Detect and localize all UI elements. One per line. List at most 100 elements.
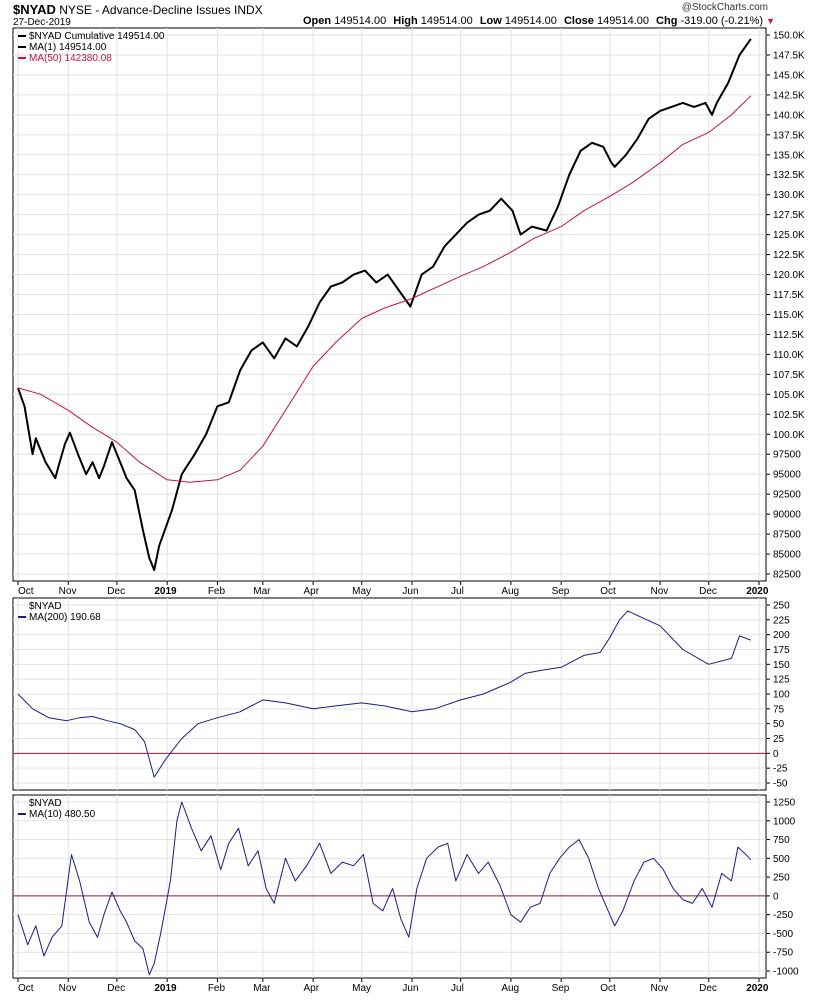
- x-tick-label: May: [352, 586, 371, 597]
- y-tick-label: 127.5K: [773, 210, 805, 221]
- y-tick-label: 200: [773, 630, 790, 641]
- y-tick-label: 82500: [773, 570, 801, 581]
- y-tick-label: 50: [773, 719, 785, 730]
- date-label: 27-Dec-2019: [13, 17, 71, 28]
- y-tick-label: 0: [773, 891, 779, 902]
- x-tick-label: May: [352, 983, 371, 994]
- y-tick-label: 110.0K: [773, 350, 804, 361]
- y-tick-label: -25: [773, 764, 788, 775]
- y-tick-label: 142.5K: [773, 90, 805, 101]
- x-tick-label: Oct: [600, 983, 616, 994]
- x-tick-label: 2020: [746, 983, 769, 994]
- y-tick-label: -250: [773, 910, 793, 921]
- y-tick-label: 105.0K: [773, 390, 805, 401]
- y-tick-label: -750: [773, 948, 793, 959]
- x-tick-label: Jun: [402, 586, 418, 597]
- y-tick-label: 750: [773, 835, 790, 846]
- y-tick-label: 145.0K: [773, 70, 805, 81]
- watermark: @StockCharts.com: [681, 2, 768, 13]
- y-tick-label: 120.0K: [773, 270, 805, 281]
- y-tick-label: 90000: [773, 510, 801, 521]
- x-tick-label: Jul: [451, 983, 464, 994]
- legend-label-main-0: $NYAD Cumulative 149514.00: [29, 31, 165, 42]
- x-tick-label: 2019: [154, 983, 177, 994]
- close-value: 149514.00: [596, 15, 649, 27]
- y-tick-label: 97500: [773, 450, 801, 461]
- y-tick-label: 140.0K: [773, 110, 805, 121]
- y-tick-label: 85000: [773, 550, 801, 561]
- open-label: Open: [303, 15, 332, 27]
- y-tick-label: 150: [773, 660, 790, 671]
- y-tick-label: 25: [773, 734, 785, 745]
- y-tick-label: 132.5K: [773, 170, 805, 181]
- y-tick-label: 87500: [773, 530, 801, 541]
- x-tick-label: Feb: [208, 586, 226, 597]
- x-tick-label: Oct: [18, 586, 34, 597]
- high-label: High: [393, 15, 418, 27]
- low-value: 149514.00: [504, 15, 557, 27]
- x-tick-label: Dec: [699, 586, 717, 597]
- series-line-main-0: [17, 38, 752, 571]
- y-tick-label: 1000: [773, 816, 796, 827]
- y-tick-label: 137.5K: [773, 130, 805, 141]
- series-line-middle-0: [17, 610, 752, 778]
- series-line-bottom-0: [17, 801, 752, 976]
- y-tick-label: 250: [773, 601, 790, 612]
- y-tick-label: 75: [773, 704, 785, 715]
- y-tick-label: 175: [773, 645, 790, 656]
- y-tick-label: 150.0K: [773, 31, 805, 42]
- x-tick-label: Sep: [552, 586, 570, 597]
- x-tick-label: Nov: [59, 586, 77, 597]
- y-tick-label: 107.5K: [773, 370, 805, 381]
- legend-label-middle-1: MA(200) 190.68: [29, 612, 101, 623]
- y-tick-label: 92500: [773, 490, 801, 501]
- y-tick-label: -50: [773, 779, 788, 790]
- x-tick-label: Jun: [402, 983, 418, 994]
- exchange: INDX: [233, 3, 263, 17]
- x-tick-label: Oct: [18, 983, 34, 994]
- description: NYSE - Advance-Decline Issues: [59, 3, 231, 17]
- panel-frame-main: [12, 27, 767, 582]
- legend-label-main-1: MA(1) 149514.00: [29, 42, 107, 53]
- series-line-main-1: [17, 95, 752, 483]
- y-tick-label: 1250: [773, 798, 796, 809]
- panel-frame-bottom: [12, 794, 767, 979]
- y-tick-label: 125.0K: [773, 230, 805, 241]
- symbol: $NYAD: [13, 2, 56, 17]
- y-tick-label: 135.0K: [773, 150, 805, 161]
- chg-value: -319.00 (-0.21%): [680, 15, 764, 27]
- y-tick-label: 0: [773, 749, 779, 760]
- high-value: 149514.00: [420, 15, 473, 27]
- y-tick-label: 102.5K: [773, 410, 805, 421]
- x-tick-label: Aug: [501, 586, 519, 597]
- x-tick-label: Mar: [253, 983, 271, 994]
- y-tick-label: 95000: [773, 470, 801, 481]
- x-tick-label: 2020: [746, 586, 769, 597]
- y-tick-label: 100.0K: [773, 430, 805, 441]
- y-tick-label: 125: [773, 675, 790, 686]
- y-tick-label: 117.5K: [773, 290, 804, 301]
- x-tick-label: Nov: [59, 983, 77, 994]
- chg-label: Chg: [656, 15, 678, 27]
- x-tick-label: Dec: [107, 983, 125, 994]
- y-tick-label: 500: [773, 854, 790, 865]
- x-tick-label: Jul: [451, 586, 464, 597]
- legend-label-main-2: MA(50) 142380.08: [29, 53, 112, 64]
- y-tick-label: 112.5K: [773, 330, 804, 341]
- x-tick-label: Nov: [650, 586, 668, 597]
- low-label: Low: [479, 15, 502, 27]
- close-label: Close: [563, 15, 594, 27]
- legend-label-middle-0: $NYAD: [29, 601, 62, 612]
- ohlc-row: Open 149514.00 High 149514.00 Low 149514…: [303, 15, 775, 27]
- x-tick-label: Feb: [208, 983, 226, 994]
- x-tick-label: 2019: [154, 586, 177, 597]
- legend-label-bottom-1: MA(10) 480.50: [29, 809, 96, 820]
- y-tick-label: 130.0K: [773, 190, 805, 201]
- y-tick-label: 115.0K: [773, 310, 804, 321]
- x-tick-label: Apr: [304, 586, 320, 597]
- x-tick-label: Dec: [107, 586, 125, 597]
- y-tick-label: 122.5K: [773, 250, 805, 261]
- y-tick-label: 100: [773, 690, 790, 701]
- y-tick-label: -500: [773, 929, 793, 940]
